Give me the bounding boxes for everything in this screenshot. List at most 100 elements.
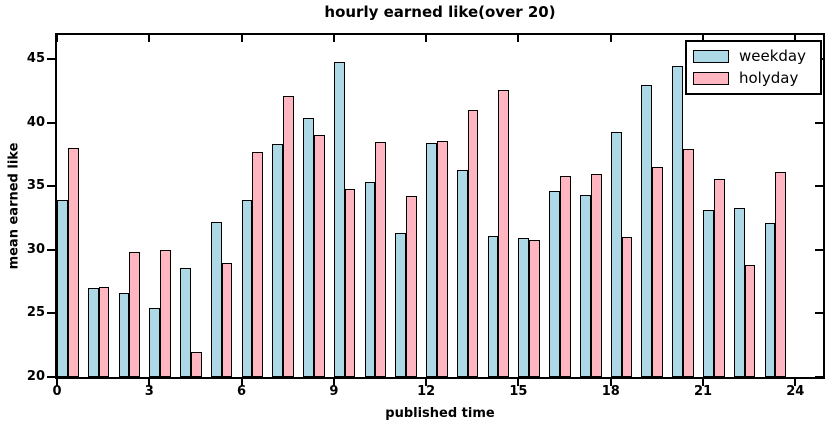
bar-weekday-hour-5	[210, 221, 222, 377]
bar-holyday-hour-20	[683, 149, 694, 377]
bar-holyday-hour-16	[559, 176, 571, 377]
x-tick-mark	[702, 379, 705, 386]
y-tick-mark-right	[815, 312, 823, 315]
y-tick-mark	[47, 312, 55, 315]
chart-title: hourly earned like(over 20)	[324, 3, 556, 21]
y-tick-label: 40	[26, 114, 45, 130]
bar-holyday-hour-21	[713, 178, 725, 377]
y-tick-label: 35	[26, 178, 45, 194]
bar-holyday-hour-14	[498, 89, 510, 377]
legend-label-weekday: weekday	[739, 47, 807, 66]
bar-holyday-hour-6	[252, 151, 264, 377]
y-tick-mark-right	[815, 248, 823, 251]
y-tick-label: 45	[26, 51, 45, 67]
bar-holyday-hour-15	[529, 239, 540, 377]
bar-holyday-hour-8	[313, 135, 325, 377]
bar-weekday-hour-19	[641, 84, 653, 377]
x-tick-mark-top	[425, 35, 428, 42]
bar-holyday-hour-13	[467, 110, 479, 377]
bar-weekday-hour-12	[426, 143, 437, 377]
bar-holyday-hour-10	[375, 141, 387, 377]
bar-holyday-hour-2	[129, 252, 141, 377]
x-tick-mark-top	[517, 35, 520, 42]
y-tick-mark-right	[815, 185, 823, 188]
x-tick-mark	[517, 379, 520, 386]
x-tick-mark	[332, 379, 335, 386]
bar-weekday-hour-22	[733, 207, 745, 377]
bar-weekday-hour-7	[272, 144, 284, 377]
x-tick-label: 21	[693, 384, 713, 399]
bar-holyday-hour-1	[98, 286, 110, 377]
x-tick-mark	[609, 379, 612, 386]
y-tick-mark	[47, 248, 55, 251]
legend-item-holyday: holyday	[693, 68, 814, 87]
bar-holyday-hour-7	[283, 96, 294, 377]
x-tick-mark-top	[148, 35, 151, 42]
y-tick-mark	[47, 185, 55, 188]
bar-weekday-hour-4	[180, 267, 191, 377]
bar-holyday-hour-22	[744, 265, 756, 377]
x-tick-mark-top	[609, 35, 612, 42]
bar-weekday-hour-1	[87, 288, 99, 377]
x-tick-label: 3	[144, 384, 154, 399]
bar-holyday-hour-11	[406, 196, 417, 377]
bar-weekday-hour-18	[610, 131, 622, 377]
y-tick-label: 20	[26, 369, 45, 384]
x-tick-label: 6	[237, 384, 247, 399]
bar-weekday-hour-17	[579, 195, 591, 377]
x-tick-label: 12	[417, 384, 436, 399]
bar-holyday-hour-9	[344, 188, 356, 377]
x-tick-mark-top	[240, 35, 243, 42]
bar-holyday-hour-18	[621, 237, 633, 377]
y-tick-mark	[47, 121, 55, 124]
y-tick-label: 25	[26, 305, 45, 321]
x-tick-mark	[794, 379, 797, 386]
bar-holyday-hour-0	[67, 148, 79, 377]
y-tick-mark-right	[815, 121, 823, 124]
weekday-color-swatch	[693, 50, 729, 64]
y-tick-label: 30	[26, 241, 45, 257]
x-tick-label: 24	[786, 384, 805, 399]
bar-weekday-hour-11	[395, 233, 407, 377]
x-tick-label: 18	[601, 384, 620, 399]
x-tick-label: 9	[329, 384, 339, 399]
y-tick-mark	[47, 376, 55, 378]
legend-label-holyday: holyday	[739, 68, 799, 87]
legend: weekday holyday	[685, 40, 822, 95]
bar-weekday-hour-0	[57, 200, 68, 377]
bar-holyday-hour-19	[652, 167, 664, 377]
bar-weekday-hour-2	[118, 293, 130, 377]
x-tick-label: 15	[509, 384, 528, 399]
bar-weekday-hour-13	[456, 169, 468, 377]
bar-holyday-hour-17	[590, 173, 602, 377]
x-tick-label: 0	[52, 384, 62, 399]
bar-weekday-hour-23	[764, 223, 776, 377]
legend-item-weekday: weekday	[693, 48, 814, 65]
bar-holyday-hour-23	[775, 172, 787, 377]
x-tick-mark	[148, 379, 151, 386]
x-tick-mark-top	[332, 35, 335, 42]
bar-weekday-hour-15	[518, 238, 530, 377]
bar-weekday-hour-6	[241, 200, 253, 377]
x-tick-mark-top	[794, 35, 797, 42]
bar-weekday-hour-9	[333, 61, 345, 377]
bar-weekday-hour-14	[487, 235, 499, 377]
holyday-color-swatch	[693, 71, 729, 85]
x-tick-mark-top	[56, 35, 58, 42]
bar-weekday-hour-16	[549, 191, 560, 377]
x-tick-mark	[240, 379, 243, 386]
x-tick-mark	[425, 379, 428, 386]
x-tick-mark-top	[702, 35, 705, 42]
bar-holyday-hour-5	[221, 262, 233, 377]
bar-weekday-hour-20	[672, 65, 684, 377]
y-tick-mark	[47, 58, 55, 61]
bar-weekday-hour-3	[149, 308, 161, 377]
x-tick-mark	[56, 379, 58, 386]
y-tick-mark-right	[815, 376, 823, 378]
bar-holyday-hour-3	[160, 249, 171, 377]
bar-weekday-hour-10	[364, 182, 376, 377]
bar-holyday-hour-4	[190, 351, 202, 377]
bar-weekday-hour-8	[303, 117, 314, 377]
bar-weekday-hour-21	[703, 210, 714, 377]
